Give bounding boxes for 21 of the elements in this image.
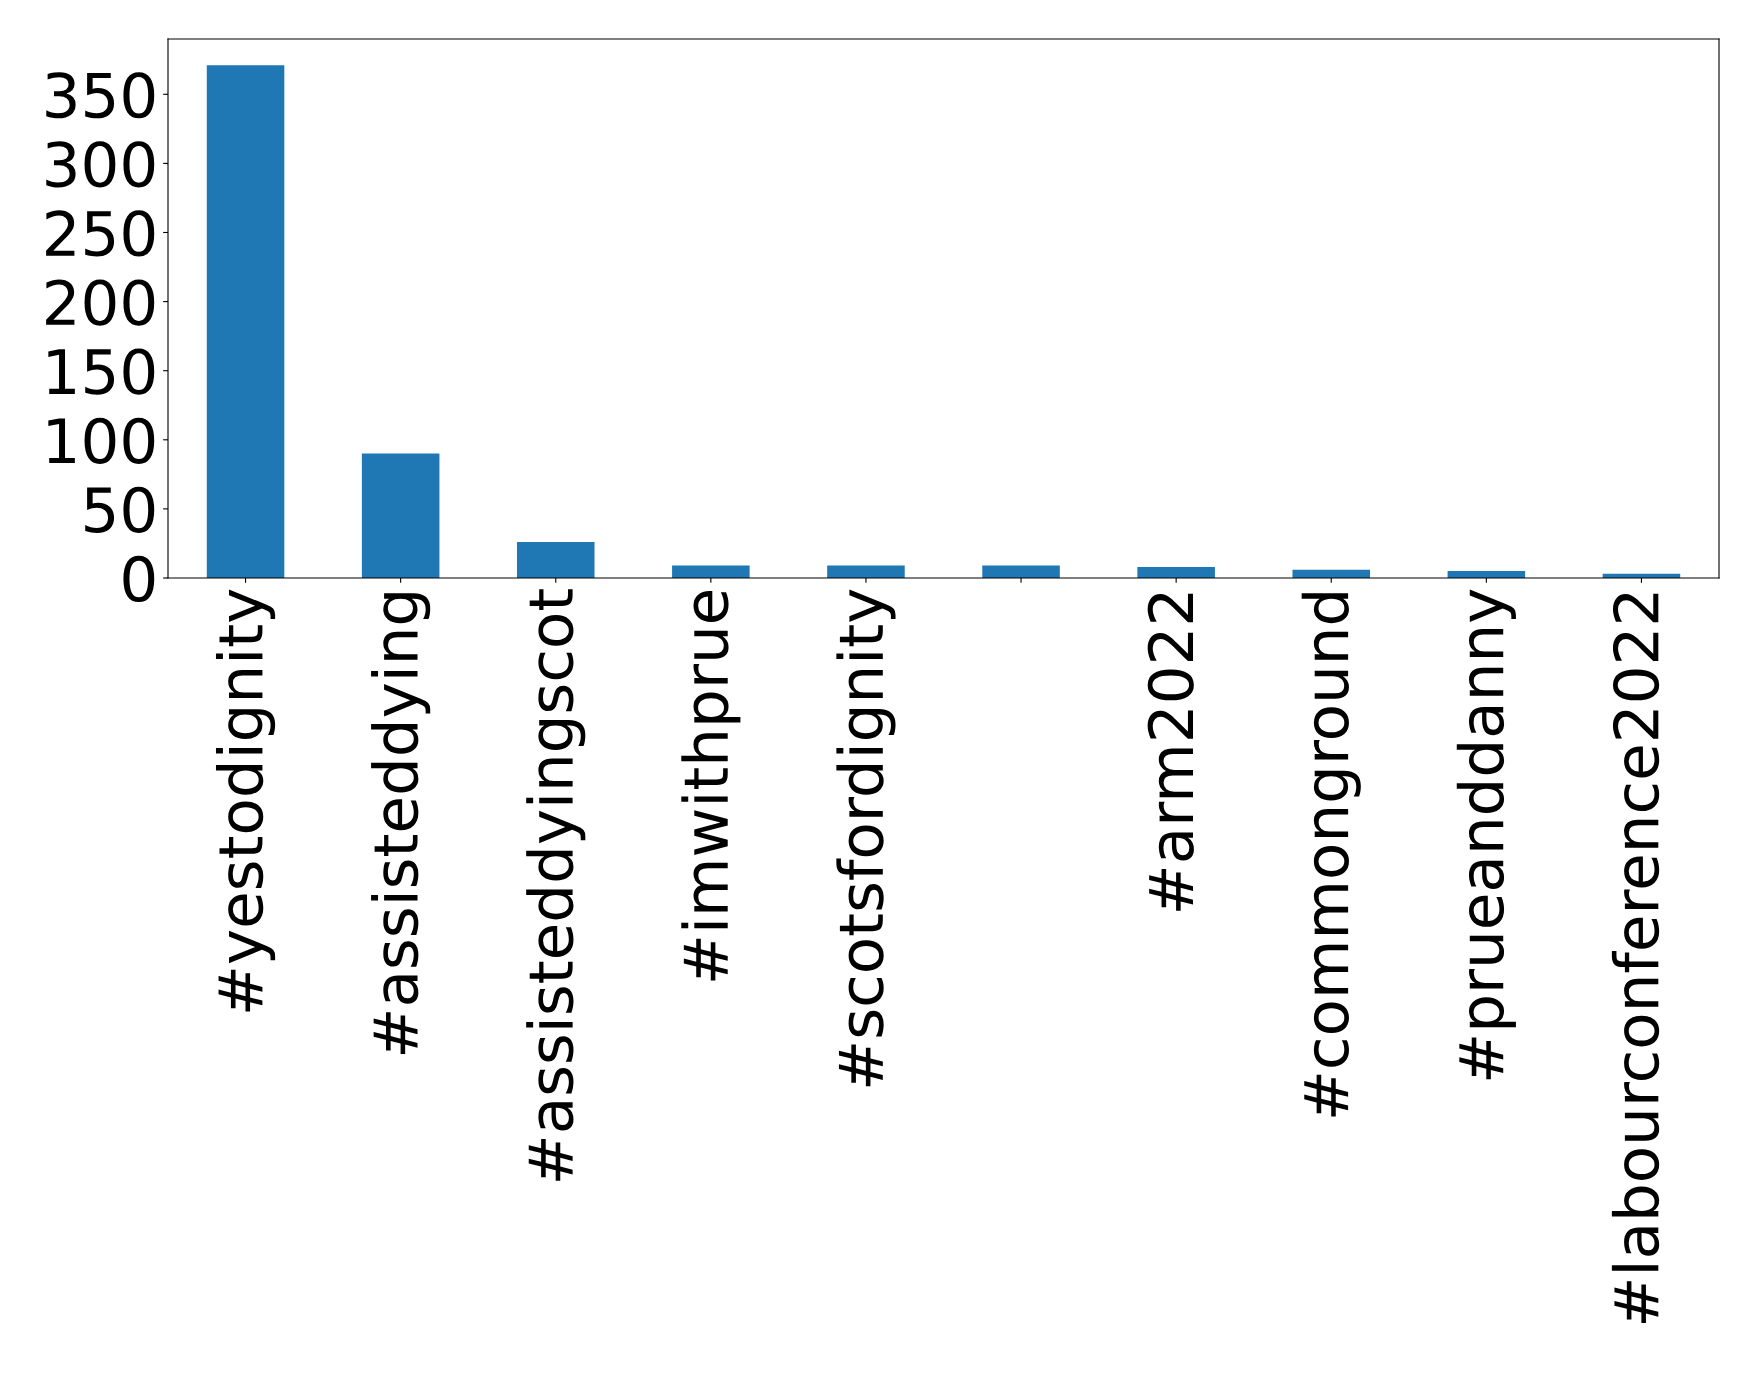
x-tick-label: #labourconference2022 [1611,593,1660,1323]
y-tick-label: 300 [46,141,155,188]
y-tick-label: 350 [46,72,155,119]
x-tick-label: #assisteddying [371,593,431,1054]
y-tick-label: 100 [48,417,155,464]
x-tick-label: #prueanddanny [1456,589,1516,1080]
y-tick-label: 50 [85,486,155,533]
x-tick-label: #yestodignity [215,589,276,1012]
y-tick-label: 150 [48,348,155,395]
x-tick-label: #arm2022 [1147,593,1194,911]
bar [516,542,595,578]
bar [1137,566,1215,578]
x-tick-label: #scotsfordignity [836,589,896,1087]
bar [206,65,285,578]
y-tick-label: 200 [46,279,155,326]
x-tick-label: #commonground [1301,593,1361,1117]
y-tick-label: 250 [46,210,155,257]
y-tick-label: 0 [123,555,155,603]
x-tick-label: #imwithprue [681,590,741,981]
x-tick-label: #assisteddyingscot [526,589,586,1181]
bar [361,453,440,578]
